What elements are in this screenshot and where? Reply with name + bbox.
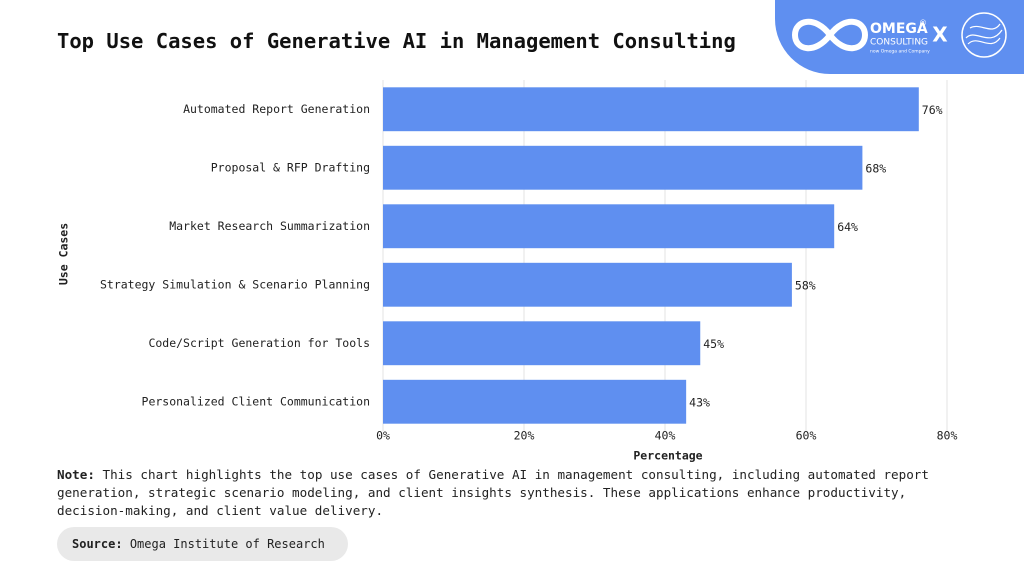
y-tick-label: Code/Script Generation for Tools	[148, 336, 370, 350]
logo-mark: ®	[919, 19, 927, 28]
source-text: Omega Institute of Research	[129, 537, 325, 551]
bar	[383, 87, 919, 132]
value-label: 76%	[922, 103, 943, 117]
y-tick-label: Proposal & RFP Drafting	[211, 160, 370, 174]
value-label: 64%	[837, 220, 858, 234]
value-label: 43%	[689, 395, 710, 409]
source-label: Source:	[72, 537, 123, 551]
note: Note: This chart highlights the top use …	[57, 466, 957, 520]
x-tick-label: 80%	[937, 429, 958, 443]
bar	[383, 145, 863, 190]
source: Source: Omega Institute of Research	[57, 527, 348, 561]
y-axis-title: Use Cases	[57, 223, 71, 285]
bar	[383, 379, 687, 424]
y-tick-label: Market Research Summarization	[169, 219, 370, 233]
chart-title: Top Use Cases of Generative AI in Manage…	[57, 29, 736, 53]
value-label: 45%	[703, 337, 724, 351]
x-tick-label: 60%	[796, 429, 817, 443]
logo-background	[775, 0, 1024, 74]
value-label: 68%	[865, 161, 886, 175]
x-tick-label: 20%	[514, 429, 535, 443]
note-text: This chart highlights the top use cases …	[57, 467, 929, 518]
logo-sub: CONSULTING	[870, 38, 928, 48]
logo-symbol	[791, 18, 869, 52]
bar	[383, 321, 701, 366]
value-label: 58%	[795, 278, 816, 292]
x-tick-label: 0%	[376, 429, 390, 443]
logo-name: OMEGA	[870, 21, 928, 37]
x-axis-title: Percentage	[633, 449, 702, 463]
bar	[383, 262, 792, 307]
note-label: Note:	[57, 467, 95, 482]
partner-logo	[961, 12, 1007, 58]
y-tick-label: Personalized Client Communication	[142, 394, 370, 408]
logo-tagline: now Omega and Company	[870, 49, 930, 55]
bar	[383, 204, 835, 249]
y-tick-label: Strategy Simulation & Scenario Planning	[100, 277, 370, 291]
x-tick-label: 40%	[655, 429, 676, 443]
logo-separator: X	[932, 23, 948, 47]
y-tick-label: Automated Report Generation	[183, 102, 370, 116]
